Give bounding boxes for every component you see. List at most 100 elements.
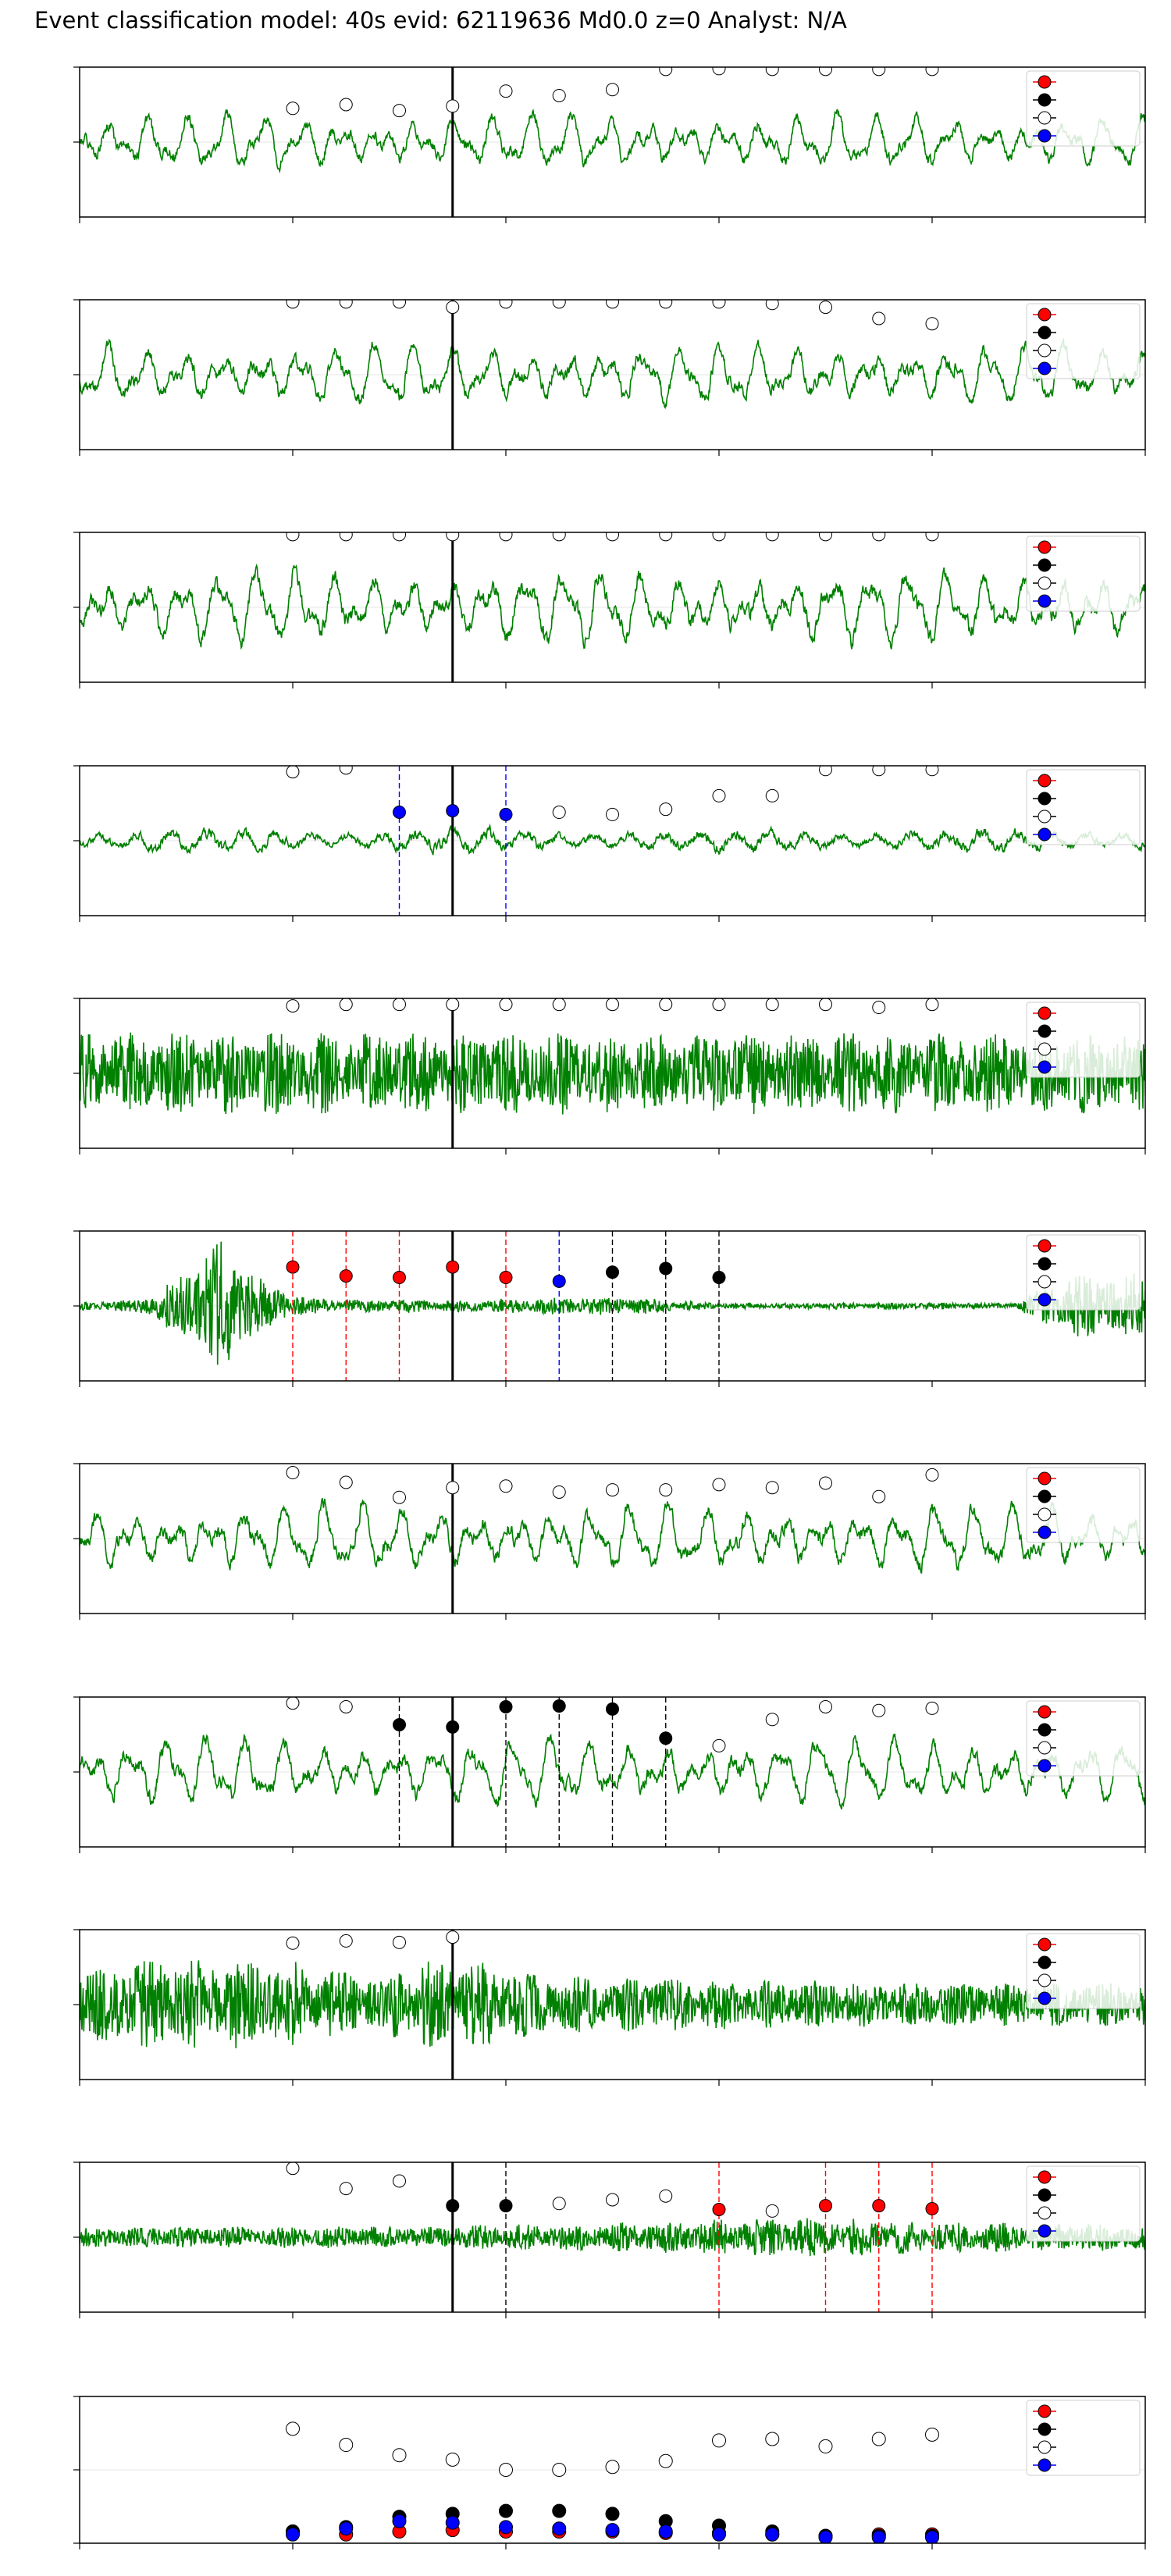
legend-marker-su [1038,1006,1052,1020]
series-point-no [286,2421,300,2436]
legend-marker-su [1038,1471,1052,1485]
legend-marker-eq [1038,1257,1052,1271]
waveform-trace [80,1960,1145,2048]
legend-marker-su [1038,2170,1052,2184]
prob-marker-su [872,2199,886,2213]
legend-marker-no [1038,1507,1052,1521]
series-point-exp [818,2530,833,2543]
legend [1026,1933,1141,2009]
panel-3 [73,532,1146,688]
prob-marker-no [765,1481,779,1495]
prob-marker-no [659,2189,673,2203]
prob-marker-no [552,2197,566,2211]
legend-marker-no [1038,1042,1052,1056]
series-point-exp [925,2530,939,2543]
legend-marker-su [1038,1239,1052,1253]
prob-marker-su [446,1260,460,1274]
prob-marker-no [819,532,832,542]
plot-area [80,998,1145,1148]
series-point-exp [552,2521,567,2536]
waveform-trace [80,2218,1145,2257]
prob-marker-no [606,83,619,97]
prob-marker-no [552,532,566,542]
prob-marker-no [286,999,300,1013]
prob-marker-no [872,766,886,777]
legend-marker-su [1038,75,1052,89]
prob-marker-no [393,300,406,309]
prob-marker-no [925,998,939,1012]
prob-marker-exp [393,806,406,820]
prob-marker-su [286,1260,300,1274]
prob-marker-no [339,766,353,775]
legend-marker-exp [1038,594,1052,608]
prob-marker-no [712,788,726,802]
prob-marker-no [286,766,300,779]
series-point-no [499,2463,513,2477]
legend-marker-no [1038,1741,1052,1755]
legend-marker-no [1038,1275,1052,1289]
prob-marker-no [765,300,779,311]
prob-marker-no [765,532,779,542]
prob-marker-no [765,998,779,1012]
legend-box [1026,1467,1141,1543]
prob-marker-no [765,788,779,802]
prob-marker-su [925,2202,939,2216]
waveform-trace [80,1032,1145,1115]
prob-marker-no [446,1930,460,1944]
legend-marker-no [1038,2440,1052,2454]
prob-marker-no [712,300,726,309]
legend-marker-exp [1038,2224,1052,2238]
prob-marker-no [552,1485,566,1499]
prob-marker-no [712,1738,726,1752]
prob-marker-su [499,1271,513,1285]
prob-marker-no [712,67,726,76]
prob-marker-no [659,1483,673,1497]
plot-area [80,300,1145,450]
legend-marker-exp [1038,1759,1052,1773]
legend-marker-exp [1038,1525,1052,1539]
panel-4 [73,765,1146,922]
prob-marker-eq [499,2199,513,2213]
prob-marker-no [339,532,353,542]
prob-marker-no [712,532,726,542]
legend-marker-su [1038,1937,1052,1952]
prob-marker-no [286,1466,300,1480]
prob-marker-exp [446,804,460,818]
waveform-trace [80,109,1145,174]
prob-marker-no [606,532,619,542]
series-point-no [445,2452,460,2467]
series-point-exp [712,2527,726,2542]
panel-9 [73,1929,1146,2086]
plot-area [80,532,1145,682]
prob-marker-no [925,317,939,331]
prob-marker-su [339,1269,353,1283]
panel-11 [73,2396,1146,2549]
prob-marker-exp [499,807,513,821]
prob-marker-no [446,99,460,113]
legend-marker-exp [1038,1060,1052,1074]
prob-marker-no [765,2204,779,2218]
legend-marker-eq [1038,326,1052,340]
panel-5 [73,998,1146,1155]
prob-marker-no [606,300,619,309]
prob-marker-no [393,1490,406,1504]
plot-area [80,67,1145,217]
waveform-trace [80,1497,1145,1574]
prob-marker-no [446,1481,460,1495]
prob-marker-su [819,2199,832,2213]
prob-marker-eq [712,1271,726,1285]
prob-marker-no [286,1697,300,1710]
series-point-exp [605,2523,620,2538]
prob-marker-no [499,998,513,1012]
legend-box [1026,70,1141,147]
prob-marker-no [393,2174,406,2188]
plot-area [286,2421,939,2543]
prob-marker-no [925,766,939,777]
panel-8 [73,1696,1146,1853]
prob-marker-eq [606,1265,619,1279]
legend [1026,2165,1141,2242]
prob-marker-no [659,998,673,1012]
legend [1026,303,1141,379]
legend-box [1026,2165,1141,2242]
